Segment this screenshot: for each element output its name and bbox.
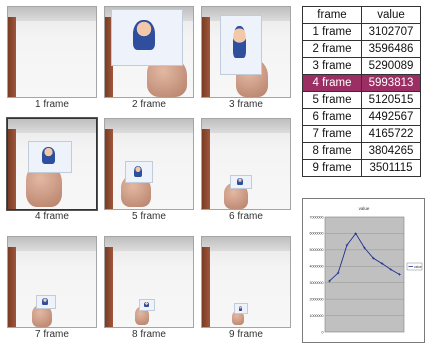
- business-card: [234, 303, 248, 314]
- chart-svg: value 7000000 6000000 5000000 4000000 3000000…: [303, 199, 424, 342]
- curtain: [105, 247, 113, 327]
- ceiling-rail: [8, 237, 96, 251]
- y-tick-label: 2000000: [310, 297, 324, 301]
- business-card: [220, 15, 262, 75]
- table-row: 7 frame 4165722: [303, 126, 421, 143]
- frame-thumbnail[interactable]: 6 frame: [201, 118, 291, 222]
- curtain: [8, 129, 16, 209]
- frame-image[interactable]: [7, 236, 97, 328]
- frame-cell: 5 frame: [303, 92, 362, 109]
- frame-cell: 7 frame: [303, 126, 362, 143]
- chart-title: value: [359, 206, 370, 211]
- frame-thumbnail[interactable]: 1 frame: [7, 6, 97, 110]
- frame-label: 7 frame: [7, 329, 97, 340]
- business-card: [125, 161, 153, 183]
- frame-image[interactable]: [201, 6, 291, 98]
- frame-cell: 9 frame: [303, 160, 362, 177]
- frame-thumbnail[interactable]: 5 frame: [104, 118, 194, 222]
- frame-cell: 1 frame: [303, 24, 362, 41]
- frame-image[interactable]: [201, 236, 291, 328]
- curtain: [8, 17, 16, 97]
- business-card: [28, 141, 72, 173]
- value-cell: 3596486: [362, 41, 421, 58]
- value-cell: 4492567: [362, 109, 421, 126]
- frame-image[interactable]: [7, 118, 97, 210]
- table-row: 5 frame 5120515: [303, 92, 421, 109]
- curtain: [8, 247, 16, 327]
- ceiling-rail: [105, 119, 193, 133]
- frame-label: 1 frame: [7, 99, 97, 110]
- y-tick-label: 5000000: [310, 248, 324, 252]
- header-frame: frame: [303, 7, 362, 24]
- value-cell: 3501115: [362, 160, 421, 177]
- frame-label: 3 frame: [201, 99, 291, 110]
- curtain: [202, 129, 210, 209]
- table-row: 6 frame 4492567: [303, 109, 421, 126]
- header-value: value: [362, 7, 421, 24]
- y-tick-label: 1000000: [310, 314, 324, 318]
- value-cell: 5290089: [362, 58, 421, 75]
- ceiling-rail: [8, 7, 96, 21]
- y-tick-label: 0: [322, 330, 324, 334]
- y-tick-label: 6000000: [310, 232, 324, 236]
- frame-thumbnail[interactable]: 7 frame: [7, 236, 97, 340]
- value-cell: 3102707: [362, 24, 421, 41]
- frame-cell: 8 frame: [303, 143, 362, 160]
- frame-cell: 4 frame: [303, 75, 362, 92]
- business-card: [36, 295, 56, 309]
- frame-label: 4 frame: [7, 211, 97, 222]
- frame-image[interactable]: [201, 118, 291, 210]
- value-cell: 5993813: [362, 75, 421, 92]
- frame-label: 5 frame: [104, 211, 194, 222]
- value-cell: 5120515: [362, 92, 421, 109]
- value-cell: 3804265: [362, 143, 421, 160]
- table-row: 3 frame 5290089: [303, 58, 421, 75]
- frame-image[interactable]: [104, 236, 194, 328]
- frame-thumbnail[interactable]: 3 frame: [201, 6, 291, 110]
- curtain: [202, 17, 210, 97]
- frame-cell: 3 frame: [303, 58, 362, 75]
- frame-image[interactable]: [104, 6, 194, 98]
- table-row: 1 frame 3102707: [303, 24, 421, 41]
- frame-thumbnail[interactable]: 4 frame: [7, 118, 97, 222]
- frame-image[interactable]: [104, 118, 194, 210]
- business-card: [230, 175, 252, 189]
- frame-cell: 2 frame: [303, 41, 362, 58]
- line-chart: value 7000000 6000000 5000000 4000000 3000000…: [302, 198, 425, 343]
- y-tick-label: 4000000: [310, 265, 324, 269]
- frame-cell: 6 frame: [303, 109, 362, 126]
- value-cell: 4165722: [362, 126, 421, 143]
- legend-label: value: [414, 265, 422, 269]
- table-row: 8 frame 3804265: [303, 143, 421, 160]
- y-tick-label: 3000000: [310, 281, 324, 285]
- ceiling-rail: [202, 237, 290, 251]
- frame-thumbnail[interactable]: 9 frame: [201, 236, 291, 340]
- table-row: 2 frame 3596486: [303, 41, 421, 58]
- y-tick-label: 7000000: [310, 215, 324, 219]
- frame-label: 6 frame: [201, 211, 291, 222]
- ceiling-rail: [105, 237, 193, 251]
- thumbnail-grid: 1 frame 2 frame 3 frame 4 frame 5 frame 6 fra…: [0, 0, 300, 347]
- table-row: 4 frame 5993813: [303, 75, 421, 92]
- frame-value-table: frame value 1 frame 3102707 2 frame 3596486…: [302, 6, 421, 177]
- frame-label: 9 frame: [201, 329, 291, 340]
- curtain: [105, 129, 113, 209]
- frame-thumbnail[interactable]: 2 frame: [104, 6, 194, 110]
- business-card: [139, 299, 155, 311]
- table-header-row: frame value: [303, 7, 421, 24]
- curtain: [202, 247, 210, 327]
- frame-label: 2 frame: [104, 99, 194, 110]
- ceiling-rail: [202, 119, 290, 133]
- business-card: [111, 9, 183, 66]
- frame-label: 8 frame: [104, 329, 194, 340]
- frame-thumbnail[interactable]: 8 frame: [104, 236, 194, 340]
- ceiling-rail: [8, 119, 96, 133]
- table-row: 9 frame 3501115: [303, 160, 421, 177]
- frame-image[interactable]: [7, 6, 97, 98]
